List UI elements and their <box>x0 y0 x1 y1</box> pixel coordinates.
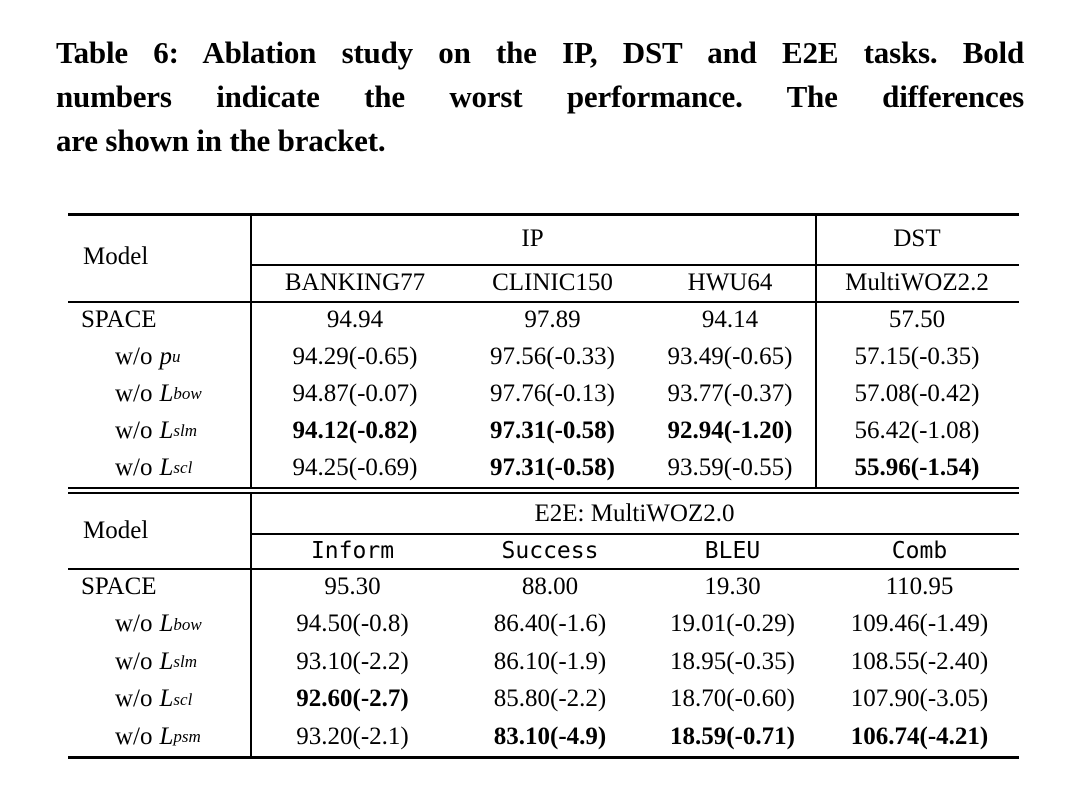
metric-value: 109.46(-1.49) <box>850 610 989 638</box>
metric-value: 57.08(-0.42) <box>854 379 980 407</box>
table-top-section: Model IP DST BANKING77 CLINIC150 HWU64 M… <box>68 213 1019 486</box>
column-header: Inform <box>310 537 395 564</box>
model-label: SPACE <box>81 305 157 333</box>
metric-value: 97.76(-0.13) <box>490 379 615 407</box>
column-header: MultiWOZ2.2 <box>845 268 989 296</box>
metric-value: 19.30 <box>704 572 761 600</box>
metric-value: 106.74(-4.21) <box>850 722 989 750</box>
metric-value: 93.77(-0.37) <box>667 379 793 407</box>
metric-value: 56.42(-1.08) <box>854 416 980 444</box>
model-label: w/o p u <box>115 342 181 370</box>
column-header: CLINIC150 <box>492 268 613 296</box>
group-header-e2e: E2E: MultiWOZ2.0 <box>534 499 735 527</box>
metric-value: 97.56(-0.33) <box>490 342 615 370</box>
metric-value: 94.14 <box>701 305 759 333</box>
metric-value: 110.95 <box>885 572 954 600</box>
rule-divider-b <box>68 492 1019 494</box>
metric-value: 94.29(-0.65) <box>292 342 418 370</box>
metric-value: 95.30 <box>324 572 381 600</box>
caption-line: numbers indicate the worst performance. … <box>56 79 1024 114</box>
table-bottom-section: Model E2E: MultiWOZ2.0 Inform Success BL… <box>68 494 1019 756</box>
metric-value: 57.50 <box>888 305 946 333</box>
column-header: HWU64 <box>687 268 773 296</box>
metric-value: 92.94(-1.20) <box>667 416 793 444</box>
model-label: SPACE <box>81 572 157 600</box>
rule-top <box>68 213 1019 216</box>
metric-value: 93.20(-2.1) <box>296 722 409 750</box>
metric-value: 93.10(-2.2) <box>296 647 409 675</box>
metric-value: 94.12(-0.82) <box>292 416 418 444</box>
column-header: Comb <box>891 537 948 564</box>
metric-value: 55.96(-1.54) <box>854 453 980 481</box>
rule-header-top <box>68 301 1019 303</box>
metric-value: 85.80(-2.2) <box>493 685 607 713</box>
metric-value: 18.70(-0.60) <box>670 685 795 713</box>
group-header-dst: DST <box>893 224 941 252</box>
metric-value: 94.25(-0.69) <box>292 453 418 481</box>
ablation-table: Model IP DST BANKING77 CLINIC150 HWU64 M… <box>68 213 1019 763</box>
metric-value: 18.59(-0.71) <box>670 722 795 750</box>
metric-value: 97.31(-0.58) <box>490 453 615 481</box>
metric-value: 92.60(-2.7) <box>296 685 409 713</box>
metric-value: 108.55(-2.40) <box>850 647 989 675</box>
rule-vertical-model-top <box>250 216 252 487</box>
rule-cmid-bottom <box>250 533 1019 535</box>
column-header: BANKING77 <box>284 268 426 296</box>
metric-value: 86.10(-1.9) <box>493 647 607 675</box>
metric-value: 97.89 <box>524 305 581 333</box>
rule-vertical-dst <box>815 216 817 487</box>
metric-value: 94.87(-0.07) <box>292 379 418 407</box>
caption-line: are shown in the bracket. <box>56 123 386 158</box>
rule-header-bottom <box>68 568 1019 570</box>
rule-divider-a <box>68 487 1019 489</box>
metric-value: 83.10(-4.9) <box>493 722 607 750</box>
metric-value: 94.50(-0.8) <box>296 610 409 638</box>
group-header-ip: IP <box>521 224 544 252</box>
metric-value: 18.95(-0.35) <box>670 647 795 675</box>
caption-line: Table 6: Ablation study on the IP, DST a… <box>56 35 1024 70</box>
metric-value: 107.90(-3.05) <box>850 685 989 713</box>
metric-value: 97.31(-0.58) <box>490 416 615 444</box>
metric-value: 19.01(-0.29) <box>670 610 795 638</box>
table-caption: Table 6: Ablation study on the IP, DST a… <box>56 31 1024 163</box>
rule-cmid-top <box>250 264 1019 266</box>
column-header: BLEU <box>704 537 761 564</box>
metric-value: 93.49(-0.65) <box>667 342 793 370</box>
metric-value: 57.15(-0.35) <box>854 342 980 370</box>
metric-value: 94.94 <box>326 305 384 333</box>
column-header: Success <box>501 537 599 564</box>
rule-bottom <box>68 756 1019 759</box>
corner-header-model: Model <box>83 517 149 544</box>
rule-vertical-model-bottom <box>250 494 252 756</box>
metric-value: 88.00 <box>521 572 579 600</box>
metric-value: 93.59(-0.55) <box>667 453 793 481</box>
corner-header-model: Model <box>83 243 149 270</box>
metric-value: 86.40(-1.6) <box>493 610 607 638</box>
